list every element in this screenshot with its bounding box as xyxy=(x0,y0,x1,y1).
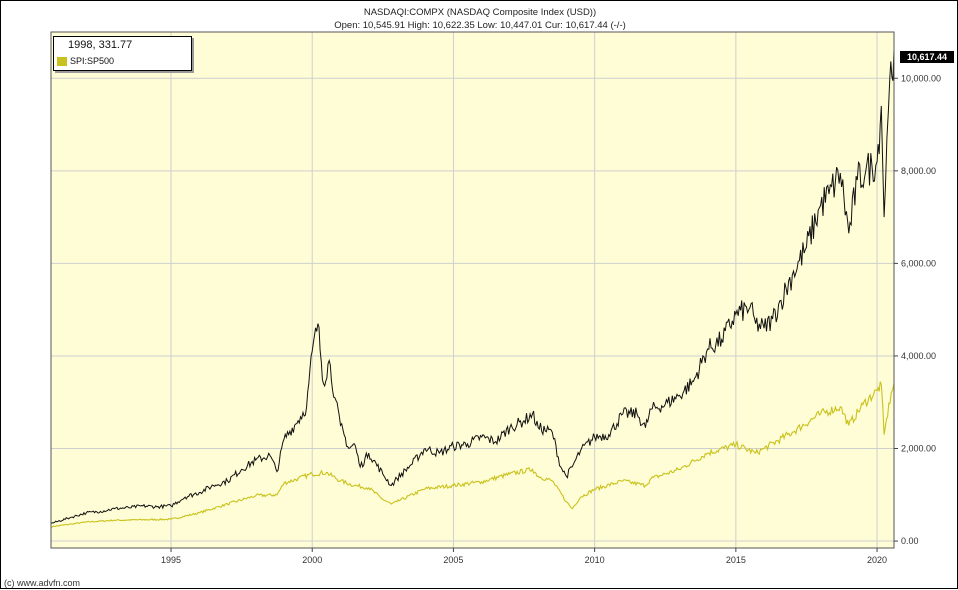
legend-label-sp500: SPI:SP500 xyxy=(70,56,115,66)
x-tick-label: 2005 xyxy=(443,555,463,565)
x-tick-label: 2015 xyxy=(726,555,746,565)
legend-swatch-sp500 xyxy=(57,57,67,66)
plot-area xyxy=(51,32,894,548)
y-tick-label: 8,000.00 xyxy=(901,166,936,176)
x-tick-label: 2010 xyxy=(585,555,605,565)
y-tick-label: 10,000.00 xyxy=(901,73,941,83)
legend-readout: 1998, 331.77 xyxy=(68,39,133,51)
y-tick-label: 2,000.00 xyxy=(901,444,936,454)
series-line-nasdaq xyxy=(50,49,895,524)
current-value-badge: 10,617.44 xyxy=(900,51,954,63)
plot-border xyxy=(50,31,895,549)
x-tick-label: 1995 xyxy=(161,555,181,565)
copyright-text: (c) www.advfn.com xyxy=(4,578,81,588)
chart-title: NASDAQI:COMPX (NASDAQ Composite Index (U… xyxy=(363,7,597,18)
y-tick-label: 6,000.00 xyxy=(901,258,936,268)
x-tick-label: 2000 xyxy=(302,555,322,565)
y-tick-label: 0.00 xyxy=(901,536,919,546)
x-tick-label: 2020 xyxy=(867,555,887,565)
series-line-sp500 xyxy=(50,381,895,528)
y-tick-label: 4,000.00 xyxy=(901,351,936,361)
legend: 1998, 331.77 SPI:SP500 xyxy=(53,36,192,71)
ohlc-readout: Open: 10,545.91 High: 10,622.35 Low: 10,… xyxy=(334,20,626,31)
